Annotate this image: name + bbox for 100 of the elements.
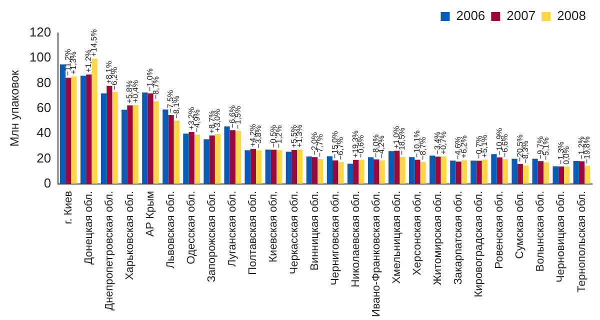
bar (183, 134, 189, 184)
legend-label: 2007 (506, 8, 536, 24)
bar (388, 151, 394, 184)
x-tick-label: АР Крым (144, 190, 157, 237)
x-tick-label: Запорожская обл. (206, 190, 218, 282)
bar (435, 156, 441, 184)
bar (379, 160, 385, 184)
bar (496, 157, 502, 184)
bar (409, 157, 415, 184)
bar (491, 154, 497, 184)
bar (502, 159, 508, 184)
bar (112, 92, 118, 184)
x-tick-label: Львовская обл. (165, 190, 178, 268)
x-tick-label: Луганская обл. (226, 190, 239, 267)
annotation: +8,7% (207, 110, 216, 134)
bar (476, 160, 482, 184)
bar (578, 161, 585, 184)
bar (543, 162, 550, 184)
annotation: −10,9% (494, 128, 504, 156)
annotation: −4,6% (454, 136, 463, 160)
x-tick-label: Днепропетровская обл. (103, 190, 116, 310)
bar (312, 157, 318, 184)
bar (168, 114, 174, 184)
bar (470, 160, 476, 184)
x-tick-label: Кировоградская обл. (473, 190, 486, 298)
bar (265, 150, 271, 184)
annotation: +5,8% (125, 80, 134, 104)
bar (235, 130, 242, 184)
bar (174, 120, 180, 184)
x-tick-label: Черновицкая обл. (555, 190, 568, 283)
bar (400, 156, 406, 184)
bar (92, 58, 98, 184)
bar (374, 159, 380, 184)
bar (306, 156, 312, 184)
bar (270, 150, 277, 184)
x-tick-label: Тернопольская обл. (576, 190, 588, 292)
bar (148, 93, 154, 184)
annotation: −6,6% (228, 105, 237, 128)
bar (297, 150, 303, 184)
bar (482, 160, 488, 184)
annotation: −20,5% (515, 134, 524, 162)
bar (318, 159, 324, 184)
bar (584, 166, 590, 184)
bar (214, 134, 221, 184)
bar (291, 150, 298, 184)
y-tick-label: 80 (36, 74, 52, 90)
x-tick-label: Херсонская обл. (411, 190, 424, 276)
x-tick-label: Хмельницкая обл. (390, 190, 403, 284)
bar (420, 162, 426, 184)
x-tick-label: Одесская обл. (186, 190, 198, 264)
bar (286, 152, 292, 184)
bar (532, 158, 538, 184)
bar (230, 130, 236, 184)
x-tick-label: Волынская обл. (534, 190, 547, 272)
bar (552, 166, 558, 184)
x-tick-label: Сумская обл. (514, 190, 526, 259)
x-tick-label: Закарпатская обл. (452, 190, 465, 285)
x-tick-label: Житомирская обл. (432, 190, 444, 286)
bar (204, 139, 210, 184)
x-tick-label: Ивано-Франковская обл. (370, 190, 382, 318)
bar (188, 132, 194, 184)
bar (450, 160, 456, 184)
annotation: −10,1% (412, 130, 422, 158)
annotation: −6,2% (110, 67, 120, 90)
x-tick-label: Полтавская обл. (247, 190, 260, 275)
bar (132, 105, 138, 184)
x-tick-label: Донецкая обл. (82, 190, 95, 265)
bar (430, 156, 436, 184)
bar (332, 160, 338, 184)
y-tick-label: 20 (36, 150, 52, 166)
bar (440, 156, 446, 184)
bar (326, 156, 333, 184)
bar (538, 161, 544, 184)
bar (80, 76, 86, 184)
bar (142, 92, 148, 184)
y-tick-label: 0 (44, 175, 52, 190)
x-tick-label: Черкасская обл. (288, 190, 300, 274)
annotation: +3,2% (186, 107, 196, 130)
annotation: −18,5% (398, 128, 407, 155)
annotation: −7,5% (166, 90, 176, 113)
annotation: −0,6% (356, 135, 366, 158)
bar (353, 160, 359, 184)
x-tick-label: Николаевская обл. (350, 190, 362, 288)
bar (60, 64, 66, 184)
x-tick-label: Черниговская обл. (329, 190, 342, 286)
annotation: −0,7% (474, 136, 484, 159)
bar (209, 135, 215, 184)
bar (127, 105, 133, 184)
x-tick-label: Харьковская обл. (124, 190, 136, 280)
x-tick-label: Винницкая обл. (308, 190, 321, 271)
bar (122, 110, 128, 184)
bar (564, 166, 570, 184)
bar (558, 166, 564, 184)
legend-label: 2008 (557, 8, 586, 24)
x-tick-label: Ровенская обл. (494, 190, 506, 269)
y-tick-label: 120 (29, 24, 52, 40)
x-tick-label: г. Киев (62, 190, 74, 224)
bar (517, 164, 523, 184)
bar (522, 166, 529, 184)
annotation: −9,7% (536, 136, 545, 160)
